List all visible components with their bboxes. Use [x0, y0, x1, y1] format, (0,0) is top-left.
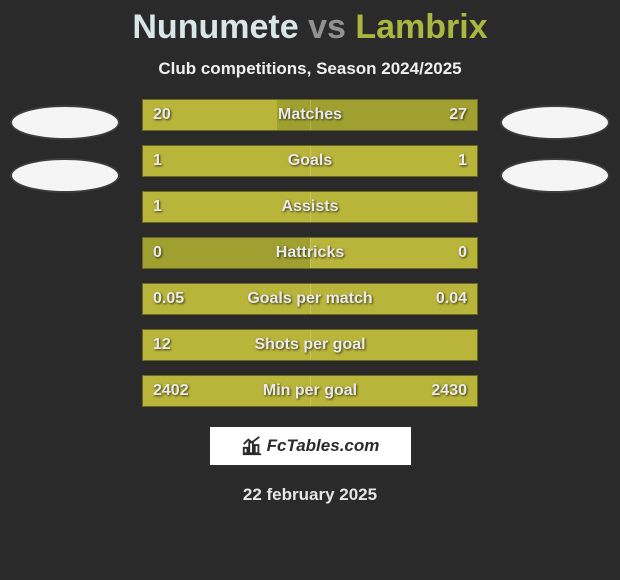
player1-photo-column [6, 99, 124, 193]
stat-value-left: 12 [153, 336, 171, 354]
stat-value-right: 27 [449, 106, 467, 124]
footer-date: 22 february 2025 [0, 485, 620, 505]
content-row: 20 27 Matches 1 1 Goals 1 Assists 0 0 Hattricks 0.0… [0, 99, 620, 407]
stat-bar: 20 27 Matches [142, 99, 478, 131]
stat-bar: 2402 2430 Min per goal [142, 375, 478, 407]
stat-value-left: 2402 [153, 382, 189, 400]
stat-label: Goals [288, 152, 332, 170]
stat-value-left: 1 [153, 198, 162, 216]
stat-bar: 1 1 Goals [142, 145, 478, 177]
stat-label: Goals per match [247, 290, 372, 308]
stat-value-right: 1 [458, 152, 467, 170]
title-player1: Nunumete [132, 8, 298, 46]
stat-value-left: 1 [153, 152, 162, 170]
page-container: Nunumete vs Lambrix Club competitions, S… [0, 0, 620, 580]
stat-label: Assists [282, 198, 339, 216]
comparison-bars: 20 27 Matches 1 1 Goals 1 Assists 0 0 Hattricks 0.0… [142, 99, 478, 407]
stat-bar: 12 Shots per goal [142, 329, 478, 361]
watermark-text: FcTables.com [267, 436, 380, 456]
player2-photo-2 [500, 158, 610, 193]
stat-bar: 0.05 0.04 Goals per match [142, 283, 478, 315]
stat-value-right: 2430 [431, 382, 467, 400]
stat-label: Shots per goal [254, 336, 365, 354]
stat-value-left: 20 [153, 106, 171, 124]
title-vs: vs [308, 8, 346, 46]
watermark[interactable]: FcTables.com [208, 425, 413, 467]
stat-value-left: 0 [153, 244, 162, 262]
stat-bar: 0 0 Hattricks [142, 237, 478, 269]
chart-icon [241, 435, 263, 457]
stat-label: Matches [278, 106, 342, 124]
stat-value-right: 0 [458, 244, 467, 262]
player2-photo-1 [500, 105, 610, 140]
player2-photo-column [496, 99, 614, 193]
player1-photo-1 [10, 105, 120, 140]
page-title: Nunumete vs Lambrix [0, 8, 620, 47]
stat-label: Min per goal [263, 382, 357, 400]
subtitle: Club competitions, Season 2024/2025 [0, 59, 620, 79]
stat-value-right: 0.04 [436, 290, 467, 308]
stat-label: Hattricks [276, 244, 344, 262]
player1-photo-2 [10, 158, 120, 193]
stat-value-left: 0.05 [153, 290, 184, 308]
title-player2: Lambrix [355, 8, 487, 46]
stat-bar: 1 Assists [142, 191, 478, 223]
